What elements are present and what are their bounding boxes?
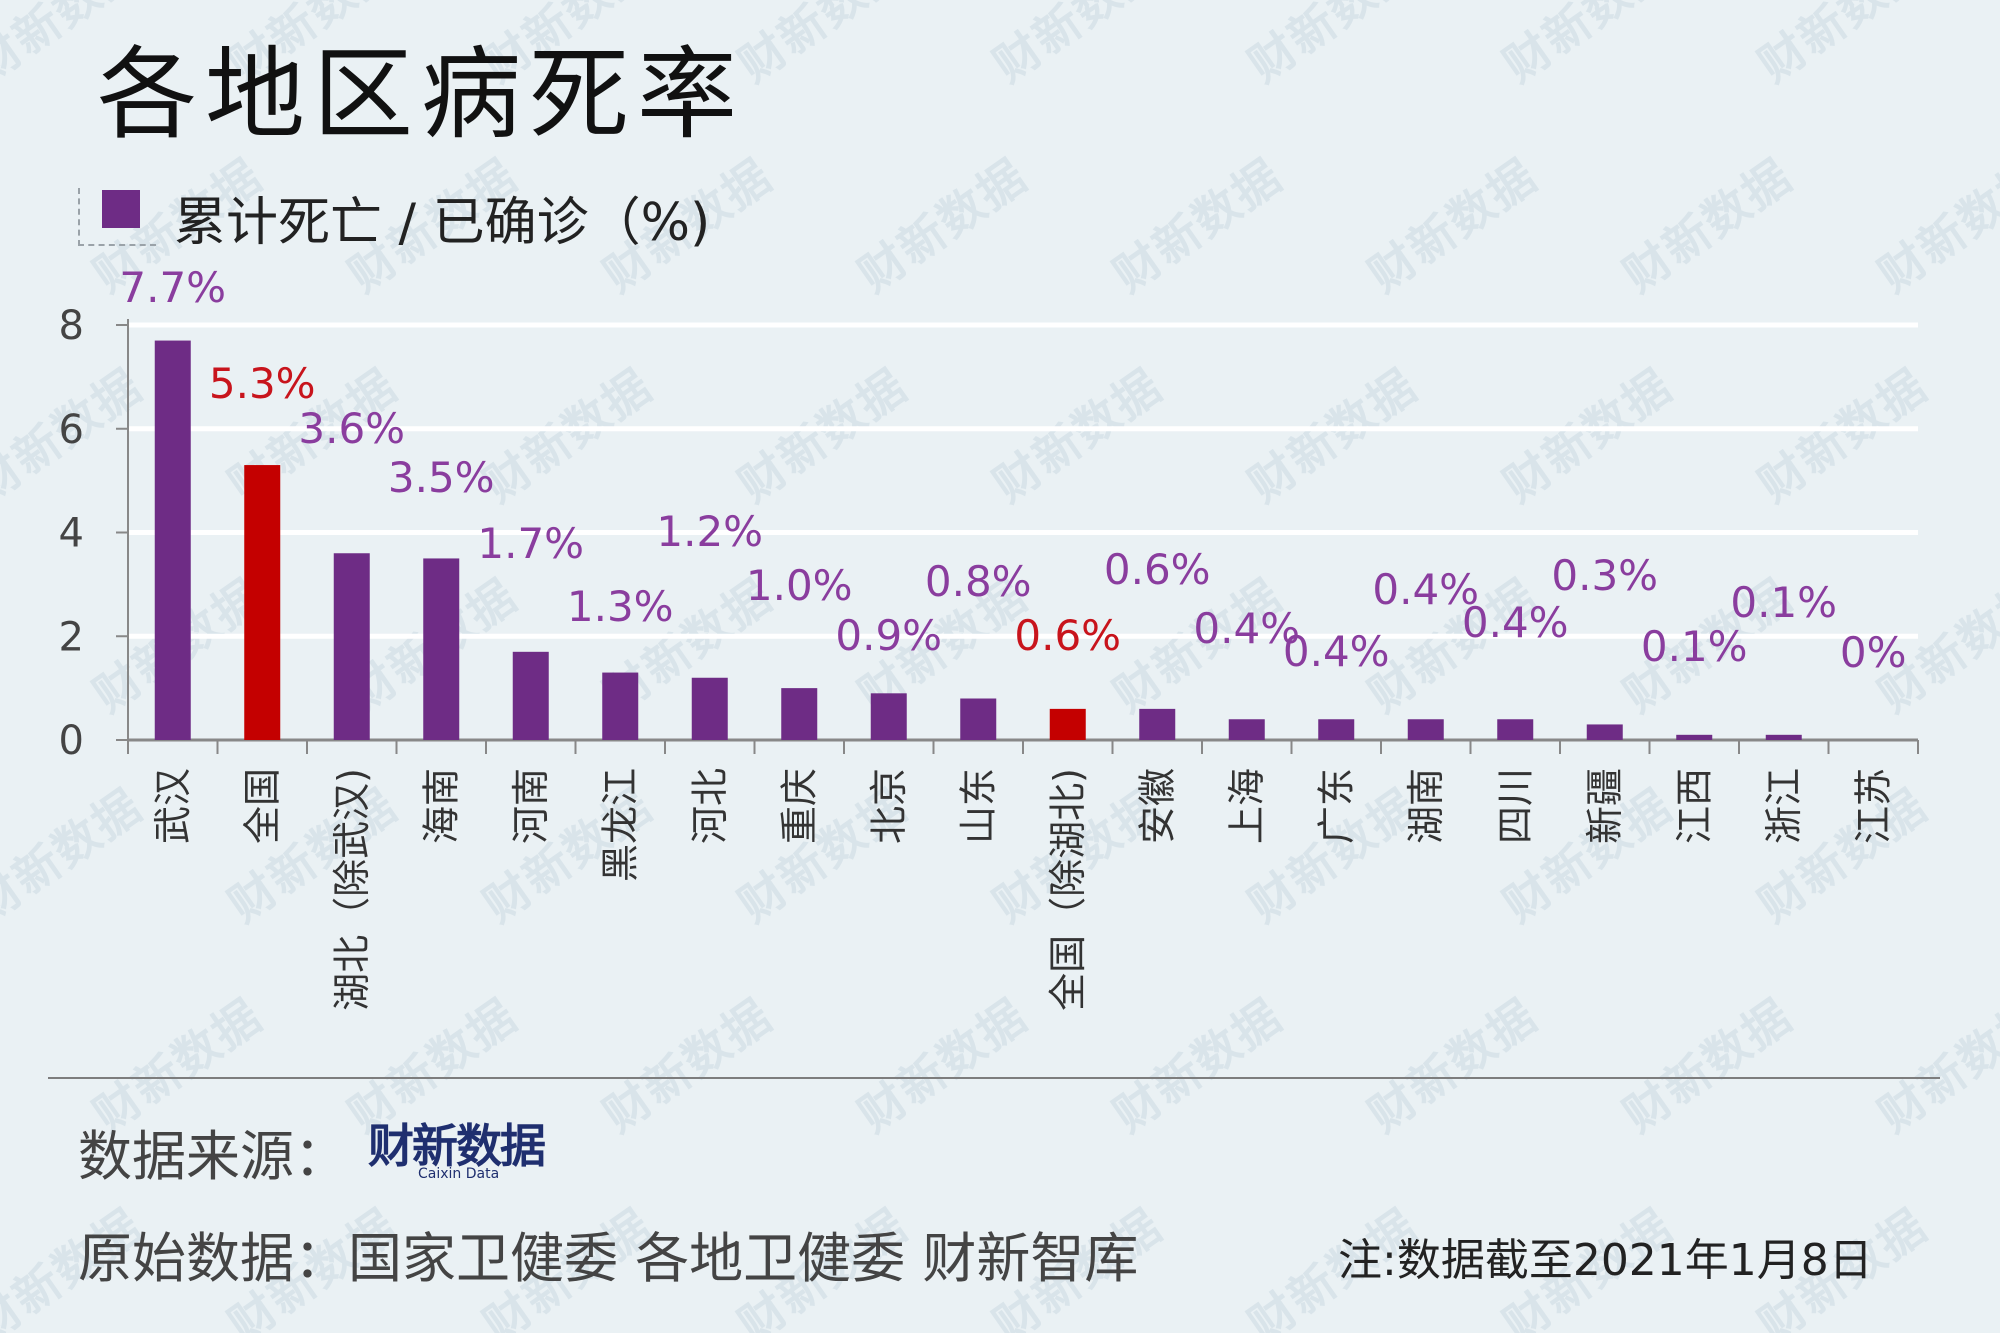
legend: 累计死亡 / 已确诊（%) xyxy=(78,180,798,253)
legend-bracket xyxy=(78,188,156,246)
x-tick-label: 全国（除湖北) xyxy=(1046,768,1090,1011)
y-tick-label: 2 xyxy=(59,614,84,660)
y-tick-label: 6 xyxy=(59,407,84,453)
data-label: 0.4% xyxy=(1283,627,1390,676)
data-label: 1.0% xyxy=(746,561,853,610)
x-tick-label: 安徽 xyxy=(1135,768,1179,844)
chart-title: 各地区病死率 xyxy=(97,36,745,153)
watermark-text: 财新数据 xyxy=(1493,0,1682,93)
data-label: 7.7% xyxy=(119,270,226,312)
bar xyxy=(154,340,191,740)
x-tick-label: 武汉 xyxy=(151,768,195,844)
bar xyxy=(1765,734,1802,740)
data-label: 0.3% xyxy=(1551,551,1658,600)
bar xyxy=(1676,734,1713,740)
x-tick-label: 江西 xyxy=(1672,768,1716,844)
x-tick-label: 北京 xyxy=(867,768,911,844)
y-tick-label: 4 xyxy=(59,511,84,557)
data-label: 0% xyxy=(1840,628,1907,677)
caixin-data-logo: 财新数据 Caixin Data xyxy=(368,1110,568,1182)
x-tick-label: 山东 xyxy=(956,768,1000,844)
bar xyxy=(244,465,281,740)
bar xyxy=(1139,708,1176,740)
bar xyxy=(1586,724,1623,740)
source-label: 数据来源： xyxy=(78,1125,348,1188)
data-label: 1.3% xyxy=(567,582,674,631)
data-label: 0.6% xyxy=(1014,611,1121,660)
x-tick-label: 全国 xyxy=(240,768,284,844)
x-tick-label: 湖北（除武汉) xyxy=(330,768,374,1011)
watermark-text: 财新数据 xyxy=(1238,0,1427,93)
bar xyxy=(1407,719,1444,740)
data-label: 5.3% xyxy=(209,359,316,408)
x-tick-label: 海南 xyxy=(419,768,463,844)
bar xyxy=(1049,708,1086,740)
logo-text: 财新数据 xyxy=(368,1119,546,1173)
data-label: 0.4% xyxy=(1372,565,1479,614)
data-label: 1.7% xyxy=(477,519,584,568)
bar xyxy=(1228,719,1265,740)
legend-label: 累计死亡 / 已确诊（%) xyxy=(174,193,711,253)
date-note: 注:数据截至2021年1月8日 xyxy=(1338,1235,1873,1286)
y-tick-label: 0 xyxy=(59,718,84,764)
data-label: 0.1% xyxy=(1730,578,1837,627)
x-tick-label: 重庆 xyxy=(777,768,821,844)
bar-chart: 0 2 4 6 8 7.7% 武汉 5.3% 全国 3.6% 湖北（除武汉) 3.5% 海南 1.7% 河南… xyxy=(59,270,1919,1011)
bar xyxy=(781,688,818,740)
data-label: 1.2% xyxy=(656,507,763,556)
x-tick-label: 河北 xyxy=(688,768,732,844)
bar xyxy=(870,693,907,740)
data-label: 0.9% xyxy=(835,611,942,660)
x-tick-label: 河南 xyxy=(509,768,553,844)
data-label: 0.4% xyxy=(1193,604,1300,653)
x-tick-label: 江苏 xyxy=(1851,768,1895,844)
bar xyxy=(1497,719,1534,740)
watermark-text: 财新数据 xyxy=(983,0,1172,93)
bar xyxy=(960,698,997,740)
data-label: 0.8% xyxy=(925,557,1032,606)
bar xyxy=(333,553,370,740)
raw-data-label: 原始数据：国家卫健委 各地卫健委 财新智库 xyxy=(78,1227,1139,1290)
x-tick-label: 浙江 xyxy=(1762,768,1806,844)
y-tick-label: 8 xyxy=(59,303,84,349)
data-label: 0.4% xyxy=(1462,598,1569,647)
bar xyxy=(1318,719,1355,740)
bar xyxy=(423,558,460,740)
watermark-text: 财新数据 xyxy=(1748,0,1937,93)
x-tick-label: 黑龙江 xyxy=(598,768,642,882)
bar xyxy=(691,677,728,740)
data-label: 0.1% xyxy=(1641,622,1748,671)
x-tick-label: 四川 xyxy=(1493,768,1537,844)
data-label: 3.6% xyxy=(298,404,405,453)
data-label: 3.5% xyxy=(388,453,495,502)
bar xyxy=(602,672,639,740)
x-tick-label: 湖南 xyxy=(1404,768,1448,844)
logo-subtext: Caixin Data xyxy=(418,1166,500,1182)
data-label: 0.6% xyxy=(1104,545,1211,594)
legend-swatch xyxy=(102,190,140,228)
x-tick-label: 上海 xyxy=(1225,768,1269,844)
watermark-text: 财新数据 xyxy=(728,0,917,93)
x-tick-label: 广东 xyxy=(1314,768,1358,844)
x-tick-label: 新疆 xyxy=(1583,768,1627,844)
bar xyxy=(512,651,549,740)
footer-divider xyxy=(48,1077,1940,1079)
